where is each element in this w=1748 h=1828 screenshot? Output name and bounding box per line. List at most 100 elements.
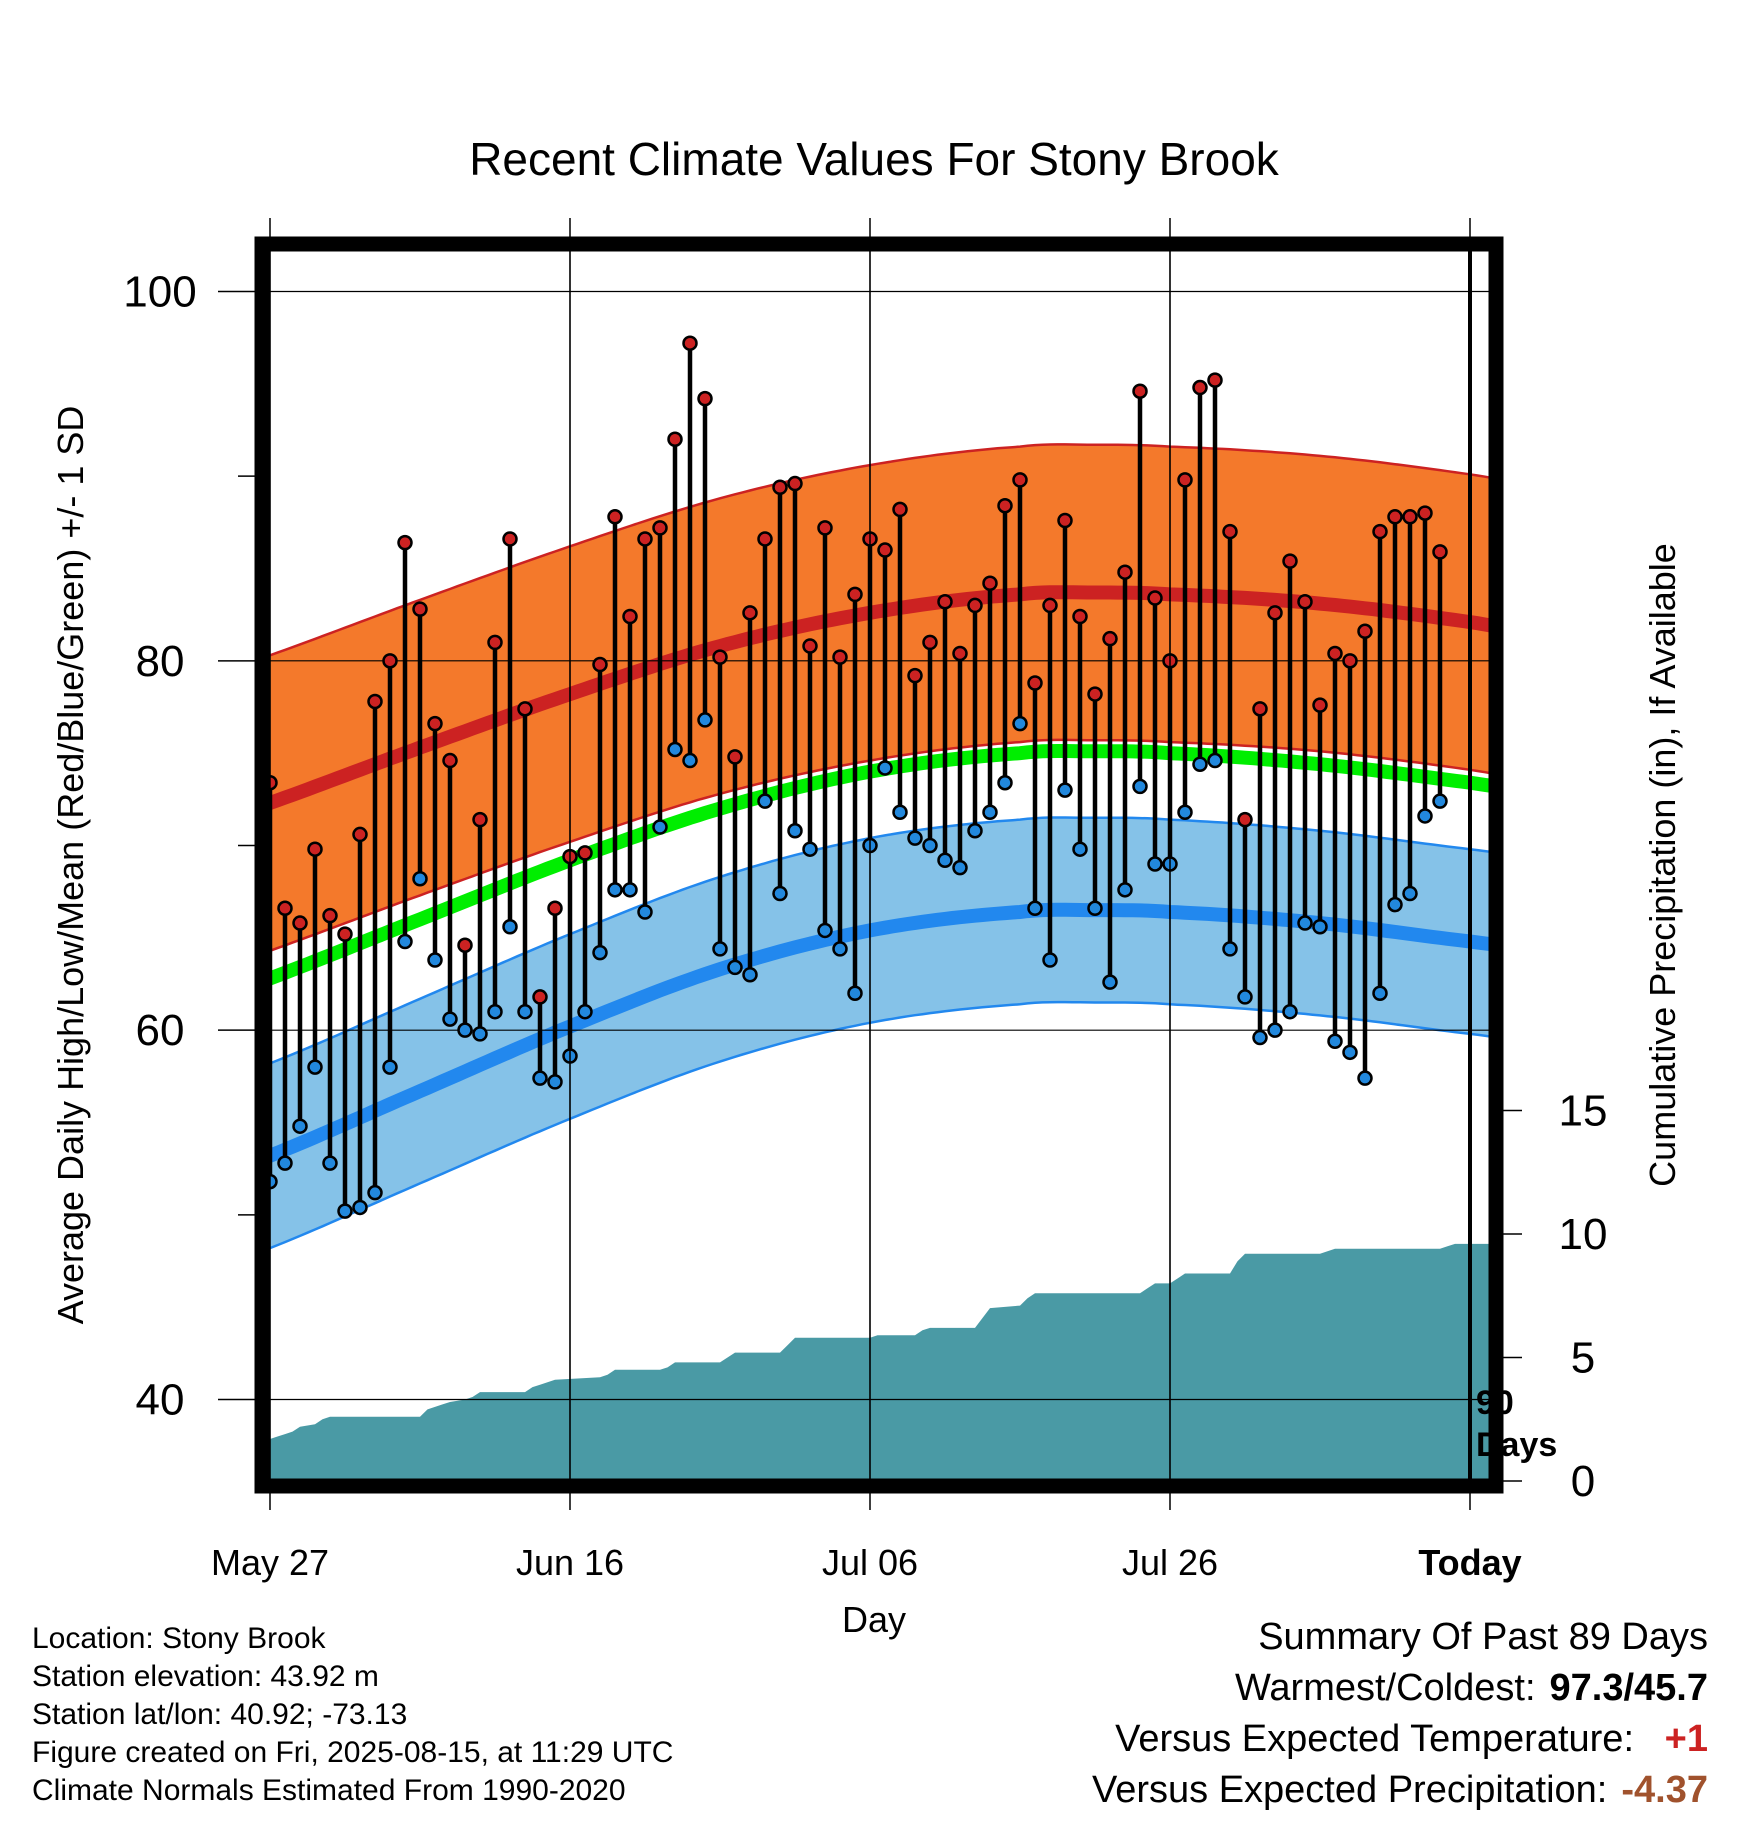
low-point (1252, 1029, 1268, 1046)
high-point (622, 608, 638, 625)
y2-tick-label: 0 (1571, 1457, 1595, 1506)
high-point (817, 520, 833, 536)
low-point (1027, 900, 1043, 917)
high-point (1237, 811, 1253, 828)
high-point (637, 531, 653, 547)
high-point (174, 1116, 187, 1129)
high-point (1012, 472, 1028, 488)
low-point (1417, 808, 1433, 824)
high-point (204, 1061, 217, 1074)
high-point (652, 520, 668, 536)
low-point (907, 830, 923, 846)
high-point (1282, 553, 1298, 569)
low-point (1267, 1022, 1283, 1038)
low-point (982, 804, 998, 821)
high-point (1432, 544, 1448, 560)
low-point (802, 841, 818, 857)
low-point (1387, 896, 1403, 913)
low-point (1042, 952, 1058, 968)
low-point (427, 952, 443, 968)
x-tick-label: Jun 16 (516, 1542, 624, 1583)
low-point (877, 760, 893, 776)
high-point (1402, 509, 1418, 525)
high-point (1192, 379, 1208, 396)
low-point (577, 1003, 593, 1020)
high-point (937, 593, 953, 610)
low-point (667, 741, 683, 758)
low-point (892, 804, 908, 821)
low-point (697, 712, 713, 728)
warmest-value: 97.3/45.7 (1549, 1667, 1708, 1709)
low-point (1207, 752, 1223, 769)
high-point (1327, 645, 1343, 662)
x-tick-label: May 27 (211, 1542, 329, 1583)
high-point (892, 501, 908, 518)
high-point (577, 845, 593, 861)
today-marker-days: Days (1476, 1426, 1557, 1464)
low-point (547, 1074, 563, 1090)
summary-temp-row: Versus Expected Temperature: +1 (1092, 1714, 1708, 1765)
summary-warmest-row: Warmest/Coldest: 97.3/45.7 (1092, 1663, 1708, 1714)
low-point (637, 904, 653, 920)
low-point (622, 882, 638, 898)
normals-source-text: Climate Normals Estimated From 1990-2020 (32, 1774, 626, 1807)
high-point (742, 605, 758, 621)
low-point (1117, 882, 1133, 898)
high-point (1042, 597, 1058, 614)
y-tick-label: 40 (136, 1376, 185, 1425)
low-point (787, 822, 803, 839)
high-point (234, 957, 247, 970)
high-point (1417, 505, 1433, 521)
low-point (1237, 989, 1253, 1005)
low-point (472, 1026, 488, 1042)
high-point (352, 826, 368, 843)
high-point (802, 638, 818, 654)
high-point (1387, 509, 1403, 525)
high-point (1267, 605, 1283, 621)
low-point (1192, 756, 1208, 772)
high-point (787, 475, 803, 492)
high-point (1147, 590, 1163, 606)
precipitation-fill (268, 1243, 1490, 1480)
precip-value: -4.37 (1621, 1769, 1708, 1811)
high-point (1102, 630, 1118, 647)
high-point (697, 390, 713, 407)
low-point (1297, 915, 1313, 931)
high-point (337, 926, 353, 942)
high-point (772, 479, 788, 495)
low-point (757, 793, 773, 809)
high-point (472, 811, 488, 828)
low-point (189, 1290, 202, 1303)
high-point (532, 989, 548, 1005)
high-point (1087, 686, 1103, 702)
y-tick-label: 60 (136, 1006, 185, 1055)
frame-border (254, 236, 1504, 1494)
created-text: Figure created on Fri, 2025-08-15, at 11… (32, 1736, 674, 1769)
high-point (292, 915, 308, 931)
low-point (742, 967, 758, 983)
high-point (847, 586, 863, 603)
low-point (1432, 793, 1448, 809)
low-point (832, 941, 848, 957)
high-point (1297, 593, 1313, 610)
low-point (352, 1199, 368, 1216)
low-point (1327, 1033, 1343, 1049)
high-point (412, 601, 428, 617)
low-point (1072, 841, 1088, 857)
high-point (1057, 512, 1073, 529)
low-sd-band (268, 817, 1490, 1249)
y-axis-label: Average Daily High/Low/Mean (Red/Blue/Gr… (50, 406, 91, 1325)
summary-precip-row: Versus Expected Precipitation: -4.37 (1092, 1765, 1708, 1816)
low-point (174, 1249, 187, 1262)
latlon-text: Station lat/lon: 40.92; -73.13 (32, 1698, 408, 1731)
low-point (967, 822, 983, 839)
daily-range-stems (268, 343, 1443, 1212)
low-point (952, 859, 968, 876)
low-point (322, 1155, 338, 1171)
precip-label: Versus Expected Precipitation: (1091, 1769, 1608, 1811)
axes: May 27 Jun 16 Jul 06 Jul 26 Today 40 60 80 100 0 5… (50, 218, 1683, 1640)
elevation-text: Station elevation: 43.92 m (32, 1660, 379, 1693)
high-point (219, 968, 232, 981)
station-info: Location: Stony Brook Station elevation:… (32, 1620, 673, 1810)
